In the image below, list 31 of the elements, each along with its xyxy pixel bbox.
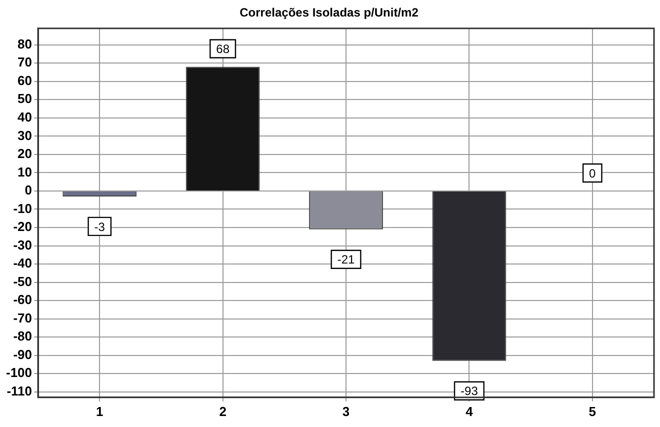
y-tick-label: 60 — [18, 72, 32, 88]
y-tick-label: 50 — [18, 91, 32, 106]
x-tick-label: 5 — [588, 404, 596, 419]
y-tick-label: -50 — [13, 274, 32, 289]
y-tick-label: -70 — [13, 310, 32, 326]
y-tick-label: -80 — [13, 328, 32, 344]
y-tick-label: 0 — [24, 182, 32, 198]
y-tick-label: 80 — [18, 36, 32, 52]
y-tick-label: 10 — [18, 164, 32, 180]
data-label: -21 — [337, 252, 356, 267]
y-tick-label: -60 — [13, 292, 32, 308]
x-tick-label: 1 — [96, 404, 104, 419]
x-tick-label: 3 — [342, 404, 350, 419]
y-tick-label: -20 — [13, 219, 32, 234]
chart-title: Correlações Isoladas p/Unit/m2 — [240, 6, 419, 20]
x-tick-label: 2 — [219, 404, 226, 419]
y-tick-label: -110 — [6, 384, 32, 398]
y-tick-label: -10 — [13, 200, 32, 216]
y-tick-label: 20 — [18, 146, 32, 162]
x-tick-label: 4 — [466, 404, 474, 419]
y-tick-label: -40 — [13, 256, 32, 271]
data-label: -3 — [94, 220, 106, 234]
y-tick-label: 30 — [18, 128, 32, 143]
y-tick-label: 40 — [18, 109, 32, 124]
y-tick-label: -90 — [13, 346, 32, 362]
y-tick-label: -100 — [6, 365, 32, 380]
y-tick-label: 70 — [18, 54, 32, 70]
y-tick-label: -30 — [13, 237, 32, 252]
data-label: 0 — [589, 166, 596, 180]
data-label: 68 — [216, 42, 230, 56]
data-label: -93 — [460, 384, 478, 398]
